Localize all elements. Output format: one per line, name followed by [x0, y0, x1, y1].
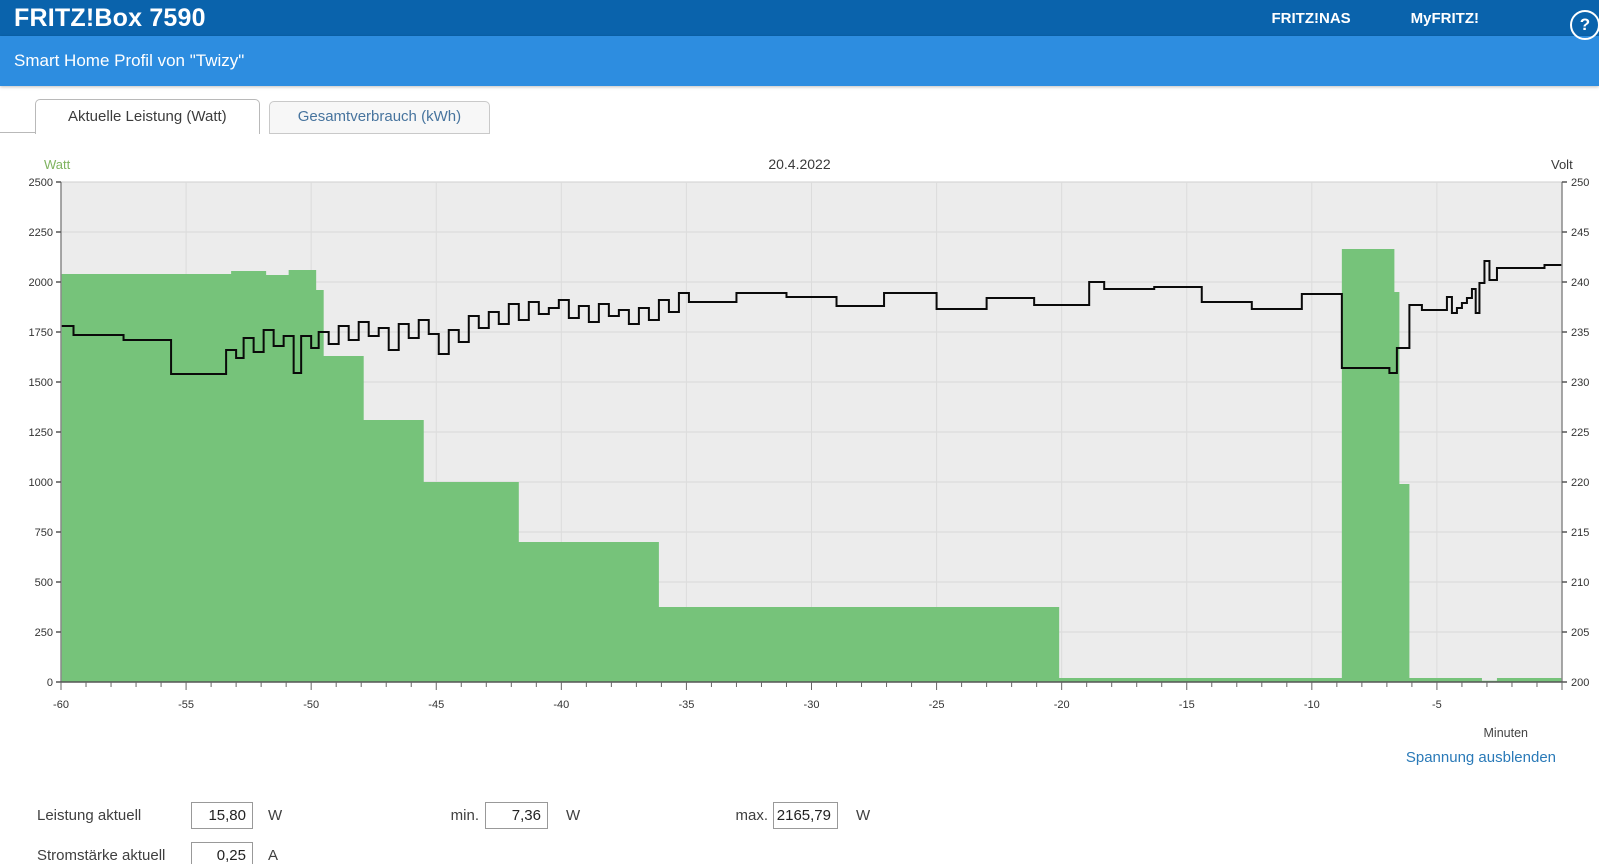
sub-header: Smart Home Profil von "Twizy" — [0, 36, 1599, 86]
power-min-label: min. — [450, 807, 479, 824]
left-axis-title: Watt — [44, 157, 71, 172]
svg-text:225: 225 — [1571, 427, 1589, 439]
svg-text:245: 245 — [1571, 227, 1589, 239]
right-axis-title: Volt — [1551, 157, 1573, 172]
svg-text:250: 250 — [1571, 177, 1589, 189]
svg-text:210: 210 — [1571, 577, 1589, 589]
spannung-ausblenden-link[interactable]: Spannung ausblenden — [1405, 749, 1556, 766]
svg-text:-25: -25 — [929, 699, 945, 711]
svg-text:230: 230 — [1571, 377, 1589, 389]
svg-text:-60: -60 — [53, 699, 69, 711]
power-max-label: max. — [735, 807, 768, 824]
top-header: FRITZ!Box 7590 FRITZ!NAS MyFRITZ! — [0, 0, 1599, 36]
svg-text:220: 220 — [1571, 477, 1589, 489]
svg-text:2500: 2500 — [29, 177, 53, 189]
svg-text:750: 750 — [35, 527, 53, 539]
svg-text:-20: -20 — [1054, 699, 1070, 711]
tab-gesamtverbrauch[interactable]: Gesamtverbrauch (kWh) — [268, 101, 491, 134]
chart-date-title: 20.4.2022 — [768, 156, 831, 172]
svg-text:-15: -15 — [1179, 699, 1195, 711]
power-max-unit: W — [856, 807, 871, 824]
power-row: Leistung aktuell W min. W max. W — [0, 802, 1599, 830]
power-voltage-chart: 0 250 500 750 1000 1250 1500 1750 2000 2250 2500 20… — [29, 177, 1590, 711]
svg-text:1500: 1500 — [29, 377, 53, 389]
svg-text:200: 200 — [1571, 677, 1589, 689]
svg-text:500: 500 — [35, 577, 53, 589]
help-icon[interactable]: ? — [1570, 10, 1599, 40]
power-min-unit: W — [566, 807, 581, 824]
nav-fritznas[interactable]: FRITZ!NAS — [1271, 9, 1351, 27]
svg-text:-50: -50 — [303, 699, 319, 711]
power-current-label: Leistung aktuell — [37, 807, 142, 824]
svg-text:-10: -10 — [1304, 699, 1320, 711]
svg-text:2000: 2000 — [29, 277, 53, 289]
svg-text:240: 240 — [1571, 277, 1589, 289]
help-question-mark: ? — [1579, 15, 1591, 34]
top-nav: FRITZ!NAS MyFRITZ! — [1272, 0, 1479, 36]
svg-text:0: 0 — [47, 677, 53, 689]
svg-text:1250: 1250 — [29, 427, 53, 439]
nav-myfritz[interactable]: MyFRITZ! — [1410, 9, 1479, 27]
svg-text:-5: -5 — [1432, 699, 1442, 711]
svg-text:-30: -30 — [804, 699, 820, 711]
svg-text:1000: 1000 — [29, 477, 53, 489]
svg-text:250: 250 — [35, 627, 53, 639]
amperage-unit: A — [268, 847, 279, 864]
amperage-input[interactable] — [191, 842, 253, 864]
svg-text:2250: 2250 — [29, 227, 53, 239]
svg-text:-40: -40 — [553, 699, 569, 711]
svg-text:235: 235 — [1571, 327, 1589, 339]
tab-aktuelle-leistung[interactable]: Aktuelle Leistung (Watt) — [35, 99, 260, 134]
svg-text:-35: -35 — [678, 699, 694, 711]
power-min-input[interactable] — [485, 802, 548, 829]
page-title: Smart Home Profil von "Twizy" — [14, 51, 245, 70]
svg-text:-45: -45 — [428, 699, 444, 711]
power-current-unit: W — [268, 807, 283, 824]
svg-text:205: 205 — [1571, 627, 1589, 639]
current-row: Stromstärke aktuell A — [0, 842, 1599, 864]
app-title: FRITZ!Box 7590 — [14, 3, 206, 32]
amperage-label: Stromstärke aktuell — [37, 847, 166, 864]
tab-baseline — [0, 132, 35, 133]
svg-text:215: 215 — [1571, 527, 1589, 539]
x-axis-title: Minuten — [1483, 726, 1528, 740]
power-current-input[interactable] — [191, 802, 253, 829]
power-max-input[interactable] — [773, 802, 838, 829]
tab-bar: Aktuelle Leistung (Watt) Gesamtverbrauch… — [35, 99, 491, 134]
svg-text:-55: -55 — [178, 699, 194, 711]
svg-text:1750: 1750 — [29, 327, 53, 339]
